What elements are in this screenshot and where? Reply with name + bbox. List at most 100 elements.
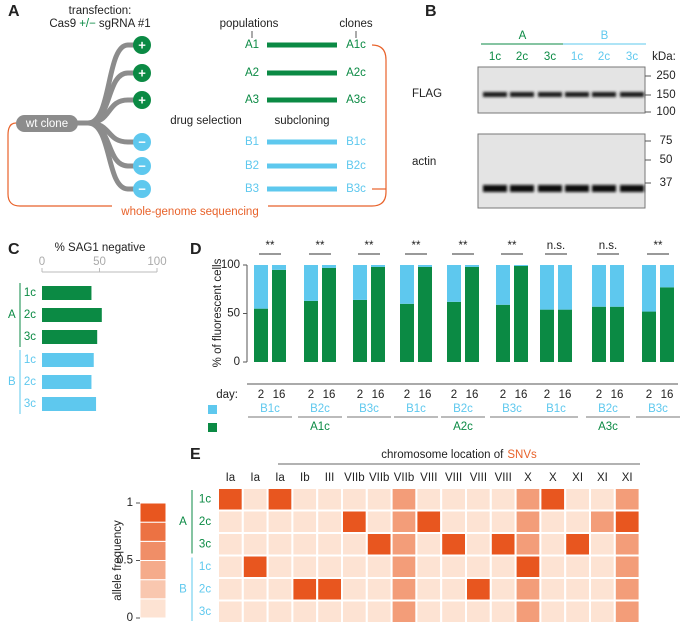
clone-label: A3c <box>598 421 618 433</box>
cell <box>316 599 344 624</box>
bar <box>42 286 92 300</box>
x-tick-label: 16 <box>661 389 674 401</box>
clones-label: clones <box>339 18 372 30</box>
clone: B3c <box>346 183 366 195</box>
step: subcloning <box>275 115 330 127</box>
band <box>565 185 589 192</box>
bar-segment <box>418 266 432 362</box>
sign: − <box>138 181 146 196</box>
cell <box>564 599 592 624</box>
bar-segment <box>304 265 318 301</box>
cell <box>365 509 393 534</box>
bar-segment <box>660 265 674 288</box>
bar-segment <box>514 265 528 266</box>
cell <box>316 554 344 579</box>
colorbar-step <box>139 598 167 619</box>
column-label: VIII <box>445 472 462 484</box>
bar-segment <box>496 304 510 362</box>
bar-segment <box>400 303 414 362</box>
clone-label: B3c <box>359 403 379 415</box>
x-tick-label: 100 <box>147 256 166 268</box>
cell <box>266 487 294 512</box>
column-label: VIIb <box>369 472 389 484</box>
lane-label: 3c <box>626 51 638 63</box>
cell <box>217 599 244 624</box>
cell <box>415 509 443 534</box>
group-label: B <box>601 30 609 42</box>
bar-segment <box>540 309 554 362</box>
group-label: B <box>8 376 16 388</box>
y-tick-label: 50 <box>227 308 240 320</box>
column-label: X <box>549 472 557 484</box>
clone-label: B3c <box>502 403 522 415</box>
cell <box>266 532 294 557</box>
cell <box>514 487 542 512</box>
cell <box>341 554 368 579</box>
cell <box>241 487 269 512</box>
x-tick-label: 2 <box>500 389 506 401</box>
cell <box>365 487 393 512</box>
cell <box>539 599 567 624</box>
y-tick-label: 2c <box>24 376 36 388</box>
clone-label: B2c <box>310 403 330 415</box>
cell <box>539 532 567 557</box>
blot <box>477 66 646 114</box>
group-label: A <box>519 30 527 42</box>
cell <box>514 509 542 534</box>
column-label: III <box>325 472 335 484</box>
y-tick-label: 3c <box>24 398 36 410</box>
significance: ** <box>266 240 275 252</box>
cell <box>415 599 443 624</box>
x-tick-label: 0 <box>39 256 45 268</box>
colorbar-tick-label: 0 <box>127 612 133 624</box>
sign-circle <box>133 180 151 198</box>
x-tick-label: 16 <box>515 389 528 401</box>
bar-segment <box>642 265 656 312</box>
plus-minus: +/− <box>79 18 96 30</box>
cell <box>564 554 592 579</box>
cell <box>465 554 492 579</box>
colorbar-step <box>139 502 167 523</box>
blot-label: actin <box>412 156 436 168</box>
y-tick-label: 1c <box>24 354 36 366</box>
column-label: XI <box>622 472 633 484</box>
bar-segment <box>353 265 367 300</box>
bar-segment <box>304 300 318 362</box>
heatmap-title: chromosome location of SNVs <box>381 449 537 461</box>
marker-label: 75 <box>660 135 673 147</box>
lane-label: 2c <box>516 51 528 63</box>
population: A3 <box>245 94 259 106</box>
cell <box>613 532 641 557</box>
row-label: 1c <box>199 561 211 573</box>
cell <box>415 577 443 602</box>
cell <box>415 554 443 579</box>
x-tick-label: 16 <box>419 389 432 401</box>
cell <box>217 509 244 534</box>
cell <box>390 554 418 579</box>
lane-label: 1c <box>571 51 583 63</box>
cell <box>489 532 517 557</box>
bar <box>42 397 97 411</box>
x-tick-label: 2 <box>451 389 457 401</box>
column-label: VIIb <box>344 472 364 484</box>
bar-segment <box>322 265 336 268</box>
cell <box>390 532 418 557</box>
row-label: 2c <box>199 516 211 528</box>
panel-label: C <box>8 241 20 258</box>
title-part: chromosome location of <box>381 449 504 461</box>
cell <box>341 532 368 557</box>
band <box>538 92 562 97</box>
x-tick-label: 2 <box>596 389 602 401</box>
cell <box>539 577 567 602</box>
band <box>510 185 534 192</box>
population: B3 <box>245 183 259 195</box>
bar-segment <box>610 306 624 362</box>
column-label: X <box>524 472 532 484</box>
column-label: VIII <box>420 472 437 484</box>
blot <box>477 133 646 209</box>
marker-label: 50 <box>660 154 673 166</box>
row-label: 2c <box>199 583 211 595</box>
bar-segment <box>514 265 528 362</box>
bar <box>42 330 98 344</box>
bar-segment <box>540 265 554 310</box>
